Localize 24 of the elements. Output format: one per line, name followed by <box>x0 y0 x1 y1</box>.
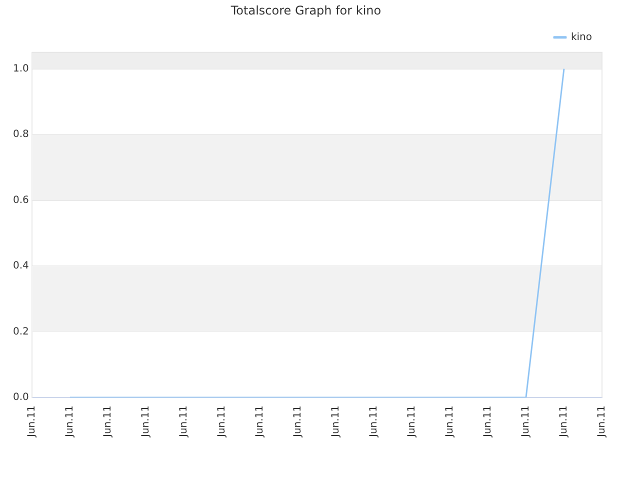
y-tick-label: 0.6 <box>12 194 29 206</box>
y-tick-label: 0.8 <box>12 129 29 140</box>
x-tick-label: Jun.11 <box>558 405 570 438</box>
y-tick-label: 0.2 <box>12 326 29 338</box>
y-tick-label: 1.0 <box>12 63 29 74</box>
x-tick-label: Jun.11 <box>520 405 532 438</box>
x-tick-label: Jun.11 <box>102 405 114 438</box>
x-tick-label: Jun.11 <box>216 405 228 438</box>
x-tick-label: Jun.11 <box>178 405 190 438</box>
chart-title: Totalscore Graph for kino <box>230 3 382 18</box>
x-tick-label: Jun.11 <box>140 405 152 438</box>
y-tick-label: 0.4 <box>12 260 29 272</box>
x-tick-label: Jun.11 <box>368 405 380 438</box>
x-tick-label: Jun.11 <box>292 405 304 438</box>
x-tick-label: Jun.11 <box>64 405 76 438</box>
x-tick-label: Jun.11 <box>482 405 494 438</box>
legend-label: kino <box>570 32 592 43</box>
x-tick-label: Jun.11 <box>330 405 342 438</box>
x-tick-label: Jun.11 <box>406 405 418 438</box>
y-tick-label: 0.0 <box>12 392 29 404</box>
x-tick-label: Jun.11 <box>444 405 456 438</box>
x-tick-label: Jun.11 <box>26 405 38 438</box>
x-tick-label: Jun.11 <box>254 405 266 438</box>
x-tick-label: Jun.11 <box>596 405 608 438</box>
